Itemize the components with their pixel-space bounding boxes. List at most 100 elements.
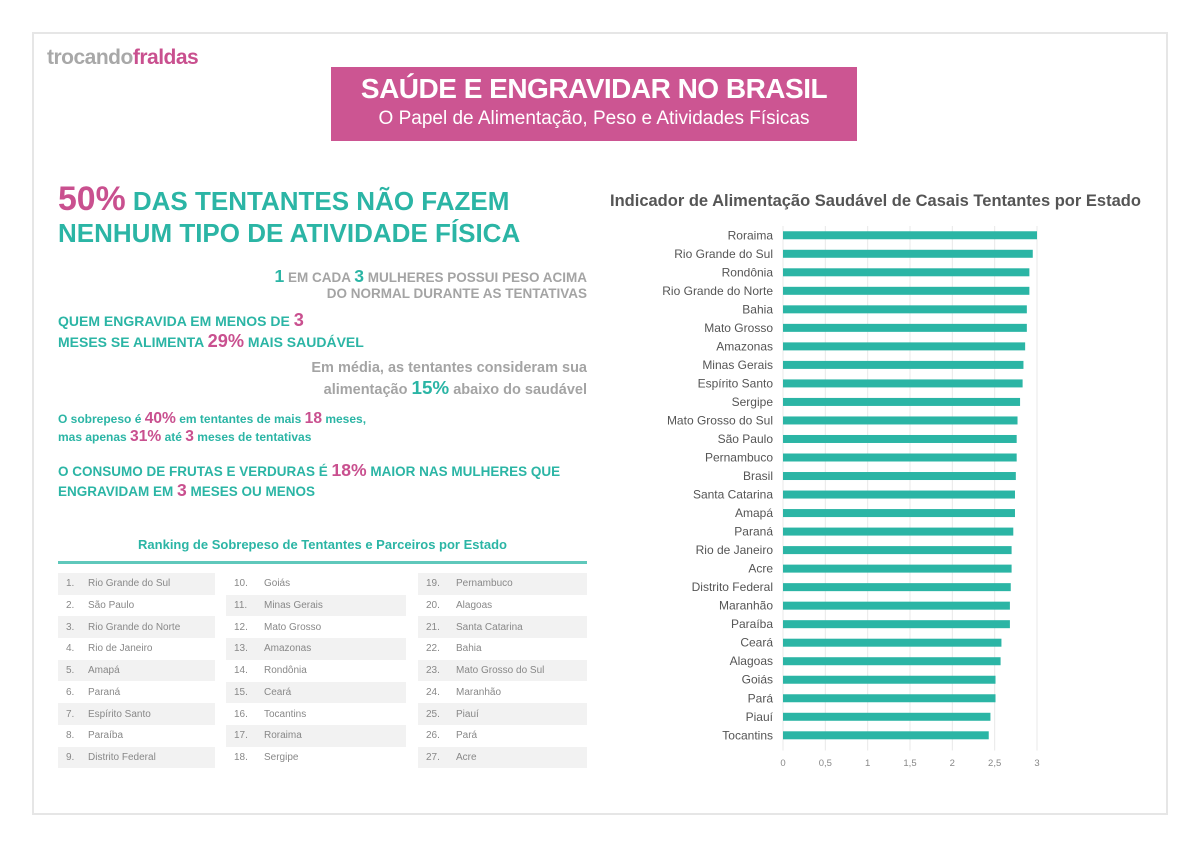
category-label: Sergipe (732, 395, 774, 409)
ranking-state: Santa Catarina (456, 621, 523, 633)
ranking-item: 18. Sergipe (226, 747, 406, 769)
ranking-item: 25. Piauí (418, 703, 587, 725)
ranking-state: Rio de Janeiro (88, 643, 153, 655)
bar (783, 342, 1026, 351)
ranking-number: 20. (426, 600, 440, 612)
ranking-divider (58, 561, 587, 564)
category-label: Paraná (734, 525, 773, 539)
stat-text: O sobrepeso é (58, 412, 145, 426)
infographic-frame (32, 32, 1168, 815)
ranking-state: Rio Grande do Norte (88, 621, 181, 633)
ranking-state: São Paulo (88, 600, 135, 612)
category-label: Roraima (728, 228, 774, 242)
ranking-title: Ranking de Sobrepeso de Tentantes e Parc… (138, 537, 507, 552)
bar (783, 490, 1015, 499)
stat-text: 18% (331, 460, 367, 480)
stat-text: mas apenas (58, 429, 131, 444)
category-label: Distrito Federal (692, 580, 773, 594)
ranking-number: 13. (234, 643, 248, 655)
bar (783, 360, 1024, 369)
bar (783, 509, 1015, 518)
ranking-number: 21. (426, 621, 440, 633)
ranking-state: Paraná (88, 686, 121, 698)
ranking-number: 4. (66, 643, 75, 655)
ranking-item: 4. Rio de Janeiro (58, 638, 215, 660)
ranking-item: 1. Rio Grande do Sul (58, 573, 215, 595)
ranking-item: 23. Mato Grosso do Sul (418, 659, 587, 682)
category-label: Ceará (740, 636, 773, 650)
bar (783, 268, 1030, 277)
x-tick-label: 2 (950, 758, 955, 769)
stat-text: MAIOR NAS MULHERES QUE (366, 464, 561, 479)
ranking-item: 21. Santa Catarina (418, 616, 587, 639)
ranking-number: 27. (426, 751, 440, 763)
ranking-state: Goiás (264, 578, 291, 590)
category-label: Goiás (742, 673, 773, 687)
x-tick-label: 2,5 (988, 758, 1001, 769)
stat-text: O CONSUMO DE FRUTAS E VERDURAS É (58, 464, 332, 479)
x-tick-label: 0,5 (819, 758, 832, 769)
bar (783, 379, 1023, 388)
stat-text: DO NORMAL DURANTE AS TENTATIVAS (326, 286, 587, 302)
ranking-state: Acre (456, 751, 477, 763)
category-label: Pernambuco (705, 451, 773, 465)
category-label: Minas Gerais (702, 358, 773, 372)
x-tick-label: 3 (1034, 758, 1039, 769)
ranking-state: Sergipe (264, 751, 299, 763)
bar (783, 249, 1033, 258)
bar (783, 416, 1018, 425)
ranking-state: Pará (456, 730, 478, 742)
ranking-item: 15. Ceará (226, 681, 406, 704)
stat-2: 1 EM CADA 3 MULHERES POSSUI PESO ACIMA DO… (250, 266, 587, 302)
ranking-item: 7. Espírito Santo (58, 703, 215, 725)
ranking-number: 10. (234, 578, 248, 590)
ranking-number: 11. (234, 600, 248, 612)
ranking-item: 14. Rondônia (226, 660, 406, 682)
ranking-number: 16. (234, 708, 248, 720)
ranking-state: Rio Grande do Sul (88, 578, 171, 590)
category-label: Maranhão (719, 599, 773, 613)
ranking-state: Mato Grosso (264, 621, 322, 633)
category-label: Alagoas (730, 654, 773, 668)
ranking-state: Distrito Federal (88, 751, 156, 763)
bar (783, 472, 1016, 481)
ranking-number: 19. (426, 578, 440, 590)
stat-text: 3 (293, 310, 304, 330)
ranking-state: Paraíba (88, 730, 124, 742)
ranking-number: 2. (66, 600, 75, 612)
category-label: Rondônia (722, 265, 774, 279)
bar (783, 453, 1017, 462)
bar (783, 286, 1030, 295)
ranking-number: 3. (66, 621, 75, 633)
ranking-item: 2. São Paulo (58, 595, 215, 617)
ranking-number: 14. (234, 665, 248, 677)
ranking-number: 26. (426, 730, 440, 742)
bar (783, 601, 1010, 610)
bar (783, 731, 989, 740)
logo-part2: fraldas (132, 46, 199, 69)
stat-text: em tentantes de mais (175, 412, 305, 426)
ranking-number: 23. (426, 665, 440, 677)
ranking-state: Bahia (456, 643, 482, 655)
bar (783, 564, 1012, 573)
stat-text: 31% (130, 427, 162, 445)
category-label: São Paulo (718, 432, 774, 446)
ranking-item: 22. Bahia (418, 638, 587, 660)
ranking-item: 12. Mato Grosso (226, 616, 406, 638)
category-label: Paraíba (731, 617, 773, 631)
bar (783, 583, 1011, 592)
bar (783, 546, 1012, 555)
stat-text: 29% (207, 330, 245, 351)
ranking-item: 10. Goiás (226, 573, 406, 595)
bar (783, 527, 1014, 536)
ranking-state: Minas Gerais (264, 600, 323, 612)
ranking-item: 11. Minas Gerais (226, 594, 406, 617)
title-banner: SAÚDE E ENGRAVIDAR NO BRASIL O Papel de … (331, 67, 857, 141)
ranking-state: Mato Grosso do Sul (456, 665, 545, 677)
ranking-number: 24. (426, 686, 440, 698)
ranking-number: 5. (66, 665, 75, 677)
ranking-item: 6. Paraná (58, 682, 215, 704)
page-title: SAÚDE E ENGRAVIDAR NO BRASIL (360, 73, 828, 104)
stat-text: 3 (177, 480, 187, 501)
